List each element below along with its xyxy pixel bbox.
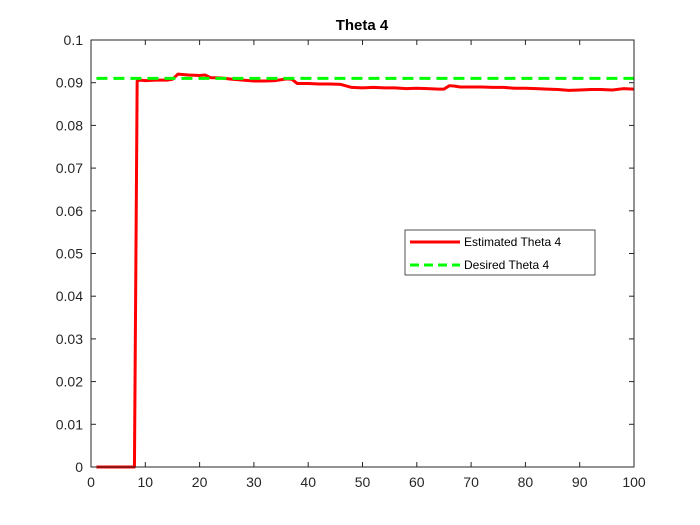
y-axis: 0 0.01 0.02 0.03 0.04 0.05 0.06 0.07 0.08 0.09 0.1: [56, 32, 634, 475]
x-tick-label: 30: [246, 474, 262, 490]
y-tick-label: 0.07: [56, 160, 83, 176]
x-tick-label: 40: [300, 474, 316, 490]
y-tick-label: 0.09: [56, 75, 83, 91]
series-line-estimated-theta-4: [96, 72, 635, 469]
chart-title: Theta 4: [336, 17, 389, 34]
x-tick-label: 10: [138, 474, 154, 490]
legend-box: [404, 229, 596, 276]
x-tick-label: 50: [355, 474, 371, 490]
legend-label-desired: Desired Theta 4: [464, 258, 549, 272]
x-tick-label: 80: [518, 474, 534, 490]
y-tick-label: 0.04: [56, 288, 83, 304]
y-tick-label: 0.03: [56, 331, 83, 347]
y-tick-label: 0.05: [56, 246, 83, 262]
x-tick-label: 90: [572, 474, 588, 490]
y-tick-label: 0.01: [56, 416, 83, 432]
x-tick-label: 60: [409, 474, 425, 490]
legend: Estimated Theta 4 Desired Theta 4: [404, 229, 596, 276]
series-layer: [96, 72, 635, 469]
y-tick-label: 0.08: [56, 117, 83, 133]
x-tick-label: 70: [463, 474, 479, 490]
y-tick-label: 0: [75, 459, 83, 475]
y-tick-label: 0.06: [56, 203, 83, 219]
x-tick-label: 0: [87, 474, 95, 490]
y-tick-label: 0.1: [64, 32, 84, 48]
y-tick-label: 0.02: [56, 374, 83, 390]
legend-label-estimated: Estimated Theta 4: [464, 235, 561, 249]
x-axis: 0 10 20 30 40 50 60 70 80 90 100: [87, 40, 646, 490]
x-tick-label: 100: [622, 474, 646, 490]
x-tick-label: 20: [192, 474, 208, 490]
